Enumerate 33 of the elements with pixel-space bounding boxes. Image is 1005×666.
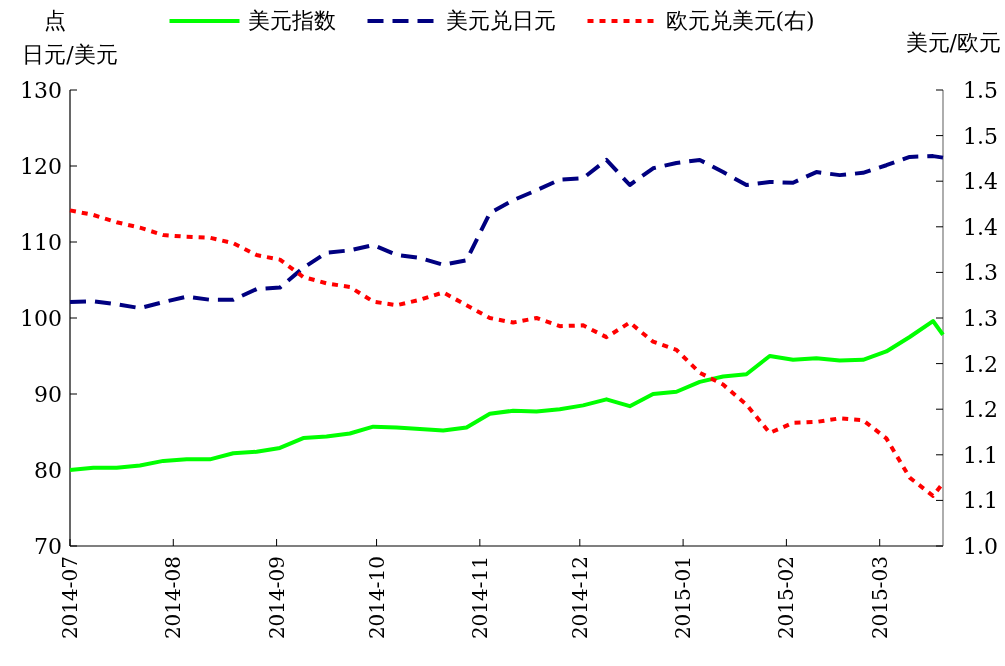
- y-axis-title: 日元/美元: [22, 42, 118, 67]
- y-tick-label: 130: [20, 78, 62, 103]
- y2-tick-label: 1.4: [963, 214, 998, 240]
- legend-label: 美元指数: [247, 8, 336, 33]
- y2-tick-label: 1.4: [963, 169, 998, 195]
- y2-tick-label: 1.3: [963, 260, 998, 286]
- y-tick-label: 100: [20, 306, 62, 331]
- y-tick-label: 90: [34, 382, 62, 407]
- y2-tick-label: 1.3: [963, 306, 998, 331]
- y2-tick-label: 1.1: [963, 442, 998, 468]
- y2-tick-label: 1.0: [963, 534, 998, 559]
- x-tick-label: 2014-11: [467, 556, 492, 640]
- y2-tick-label: 1.2: [963, 351, 998, 377]
- x-tick-label: 2015-03: [867, 556, 892, 640]
- x-tick-label: 2014-12: [567, 556, 592, 640]
- y-tick-label: 70: [34, 534, 62, 559]
- y2-tick-label: 1.5: [963, 78, 998, 103]
- legend-label: 美元兑日元: [445, 8, 556, 33]
- y2-tick-label: 1.2: [963, 397, 998, 423]
- text: 点: [44, 8, 66, 33]
- y-tick-label: 120: [20, 154, 62, 179]
- y2-axis-title: 美元/欧元: [905, 30, 1001, 55]
- y2-tick-label: 1.1: [963, 488, 998, 514]
- x-tick-label: 2014-09: [264, 556, 289, 640]
- y-tick-label: 110: [20, 230, 62, 255]
- x-tick-label: 2014-07: [58, 556, 82, 640]
- x-tick-label: 2015-02: [774, 556, 799, 640]
- x-tick-label: 2014-08: [161, 556, 186, 640]
- x-tick-label: 2015-01: [671, 556, 696, 640]
- legend-label: 欧元兑美元(右): [665, 8, 815, 33]
- y2-tick-label: 1.5: [963, 123, 998, 149]
- x-tick-label: 2014-10: [364, 556, 389, 640]
- y-tick-label: 80: [34, 458, 62, 483]
